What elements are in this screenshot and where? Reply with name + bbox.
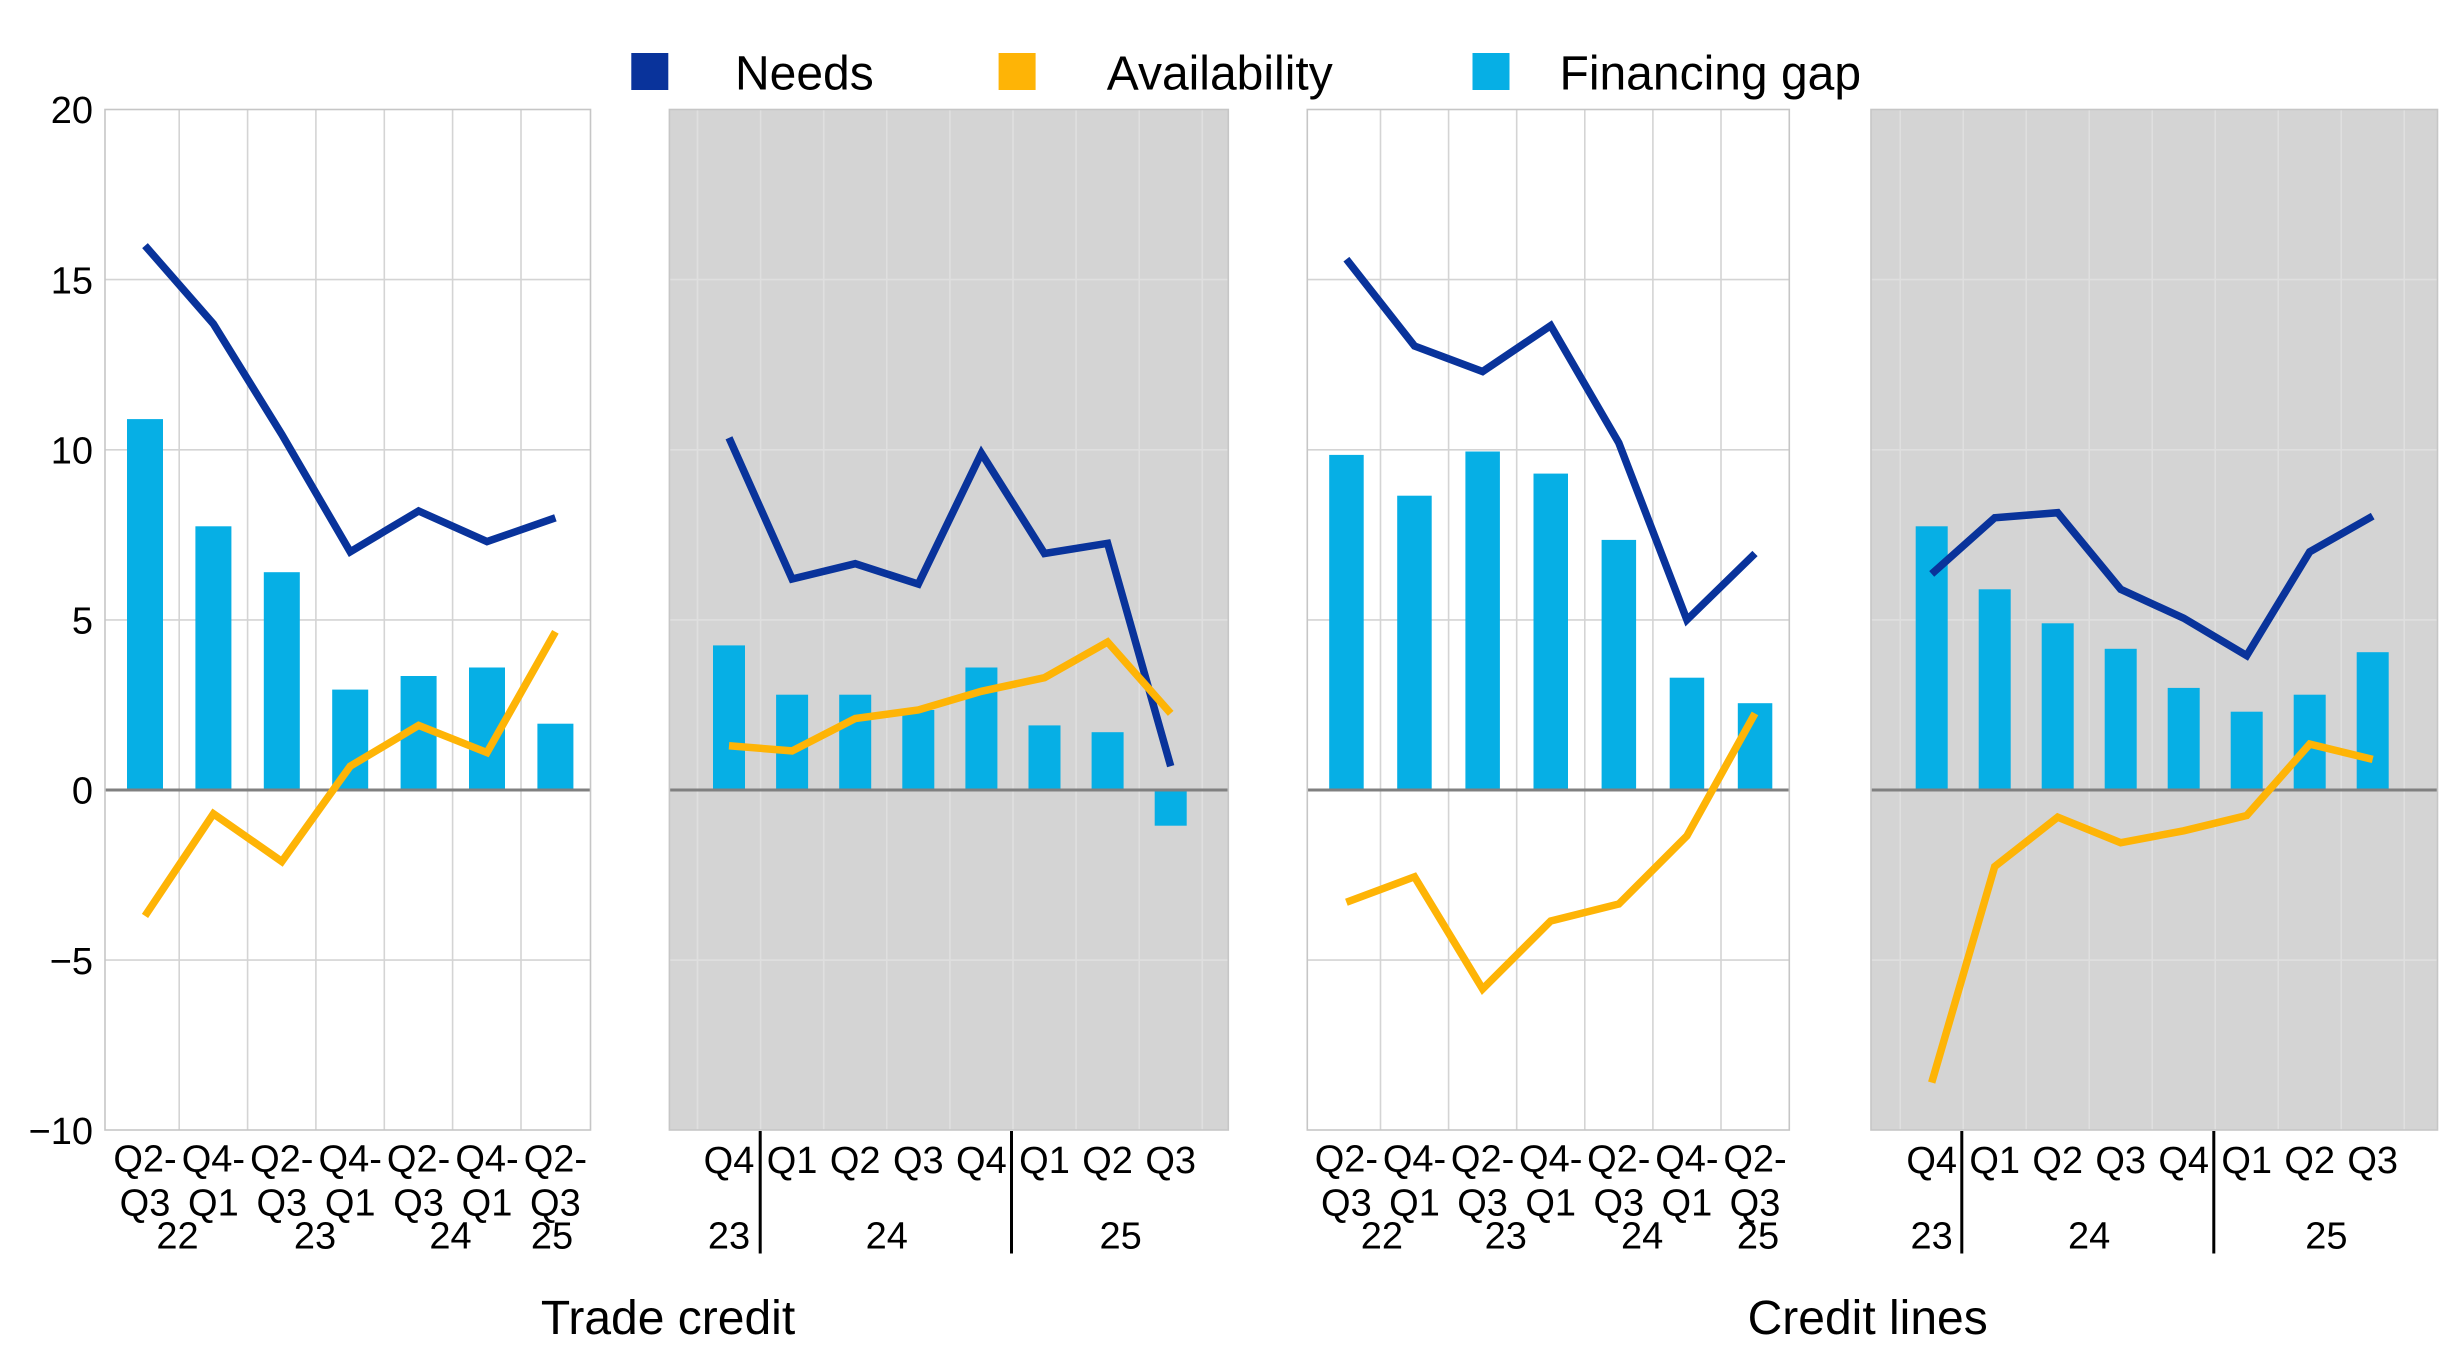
svg-text:25: 25 xyxy=(1100,1215,1142,1257)
svg-text:Q4-: Q4- xyxy=(455,1138,518,1180)
svg-text:Q1: Q1 xyxy=(1525,1183,1576,1225)
svg-text:22: 22 xyxy=(1361,1215,1403,1257)
svg-text:−5: −5 xyxy=(50,941,93,983)
svg-text:Q3: Q3 xyxy=(1145,1140,1196,1182)
svg-text:Q4-: Q4- xyxy=(319,1138,382,1180)
svg-text:24: 24 xyxy=(429,1215,471,1257)
svg-text:25: 25 xyxy=(1737,1215,1779,1257)
svg-text:Q3: Q3 xyxy=(893,1140,944,1182)
svg-text:Q3: Q3 xyxy=(1593,1183,1644,1225)
svg-text:Q1: Q1 xyxy=(767,1140,818,1182)
svg-text:Credit lines: Credit lines xyxy=(1748,1292,1988,1345)
svg-text:−10: −10 xyxy=(29,1111,93,1153)
svg-text:Q3: Q3 xyxy=(1457,1183,1508,1225)
svg-text:Q2-: Q2- xyxy=(1451,1138,1514,1180)
svg-text:Q1: Q1 xyxy=(2221,1140,2272,1182)
svg-text:Q1: Q1 xyxy=(462,1183,513,1225)
svg-text:Q1: Q1 xyxy=(1019,1140,1070,1182)
svg-text:Q2-: Q2- xyxy=(524,1138,587,1180)
svg-text:Q4-: Q4- xyxy=(1655,1138,1718,1180)
svg-text:Availability: Availability xyxy=(1107,48,1333,101)
svg-text:Q3: Q3 xyxy=(530,1183,581,1225)
svg-text:Q1: Q1 xyxy=(1389,1183,1440,1225)
svg-text:Q2-: Q2- xyxy=(1587,1138,1650,1180)
svg-text:Q2-: Q2- xyxy=(387,1138,450,1180)
svg-text:Q1: Q1 xyxy=(188,1183,239,1225)
svg-text:Q4: Q4 xyxy=(1906,1140,1957,1182)
svg-text:Q4: Q4 xyxy=(956,1140,1007,1182)
svg-text:Q4-: Q4- xyxy=(1383,1138,1446,1180)
svg-text:15: 15 xyxy=(51,260,93,302)
svg-text:0: 0 xyxy=(72,771,93,813)
svg-text:Q2: Q2 xyxy=(1082,1140,1133,1182)
svg-text:24: 24 xyxy=(1621,1215,1663,1257)
svg-text:Q4: Q4 xyxy=(2158,1140,2209,1182)
svg-text:Q3: Q3 xyxy=(1321,1183,1372,1225)
svg-text:Q1: Q1 xyxy=(1662,1183,1713,1225)
svg-text:Q3: Q3 xyxy=(256,1183,307,1225)
svg-text:23: 23 xyxy=(708,1215,750,1257)
svg-text:10: 10 xyxy=(51,430,93,472)
svg-text:25: 25 xyxy=(2305,1215,2347,1257)
svg-text:Financing gap: Financing gap xyxy=(1560,48,1862,101)
svg-text:22: 22 xyxy=(156,1215,198,1257)
svg-text:Q2-: Q2- xyxy=(1723,1138,1786,1180)
svg-text:Q3: Q3 xyxy=(1730,1183,1781,1225)
svg-text:Q2-: Q2- xyxy=(113,1138,176,1180)
svg-text:5: 5 xyxy=(72,601,93,643)
svg-text:Q2-: Q2- xyxy=(250,1138,313,1180)
svg-text:24: 24 xyxy=(2068,1215,2110,1257)
svg-text:23: 23 xyxy=(1911,1215,1953,1257)
svg-text:20: 20 xyxy=(51,90,93,132)
svg-text:Q2: Q2 xyxy=(2032,1140,2083,1182)
svg-text:Q3: Q3 xyxy=(393,1183,444,1225)
svg-text:Q1: Q1 xyxy=(1969,1140,2020,1182)
svg-text:24: 24 xyxy=(866,1215,908,1257)
svg-text:Q4: Q4 xyxy=(704,1140,755,1182)
svg-text:Q3: Q3 xyxy=(120,1183,171,1225)
svg-text:Trade credit: Trade credit xyxy=(541,1292,795,1345)
svg-text:Q2: Q2 xyxy=(2284,1140,2335,1182)
svg-text:Q4-: Q4- xyxy=(182,1138,245,1180)
svg-text:Q3: Q3 xyxy=(2095,1140,2146,1182)
svg-text:Q1: Q1 xyxy=(325,1183,376,1225)
svg-text:Q3: Q3 xyxy=(2347,1140,2398,1182)
svg-text:23: 23 xyxy=(1485,1215,1527,1257)
svg-text:Q2-: Q2- xyxy=(1315,1138,1378,1180)
svg-text:Q4-: Q4- xyxy=(1519,1138,1582,1180)
svg-text:25: 25 xyxy=(531,1215,573,1257)
svg-text:Q2: Q2 xyxy=(830,1140,881,1182)
svg-text:23: 23 xyxy=(294,1215,336,1257)
svg-text:Needs: Needs xyxy=(735,48,874,101)
